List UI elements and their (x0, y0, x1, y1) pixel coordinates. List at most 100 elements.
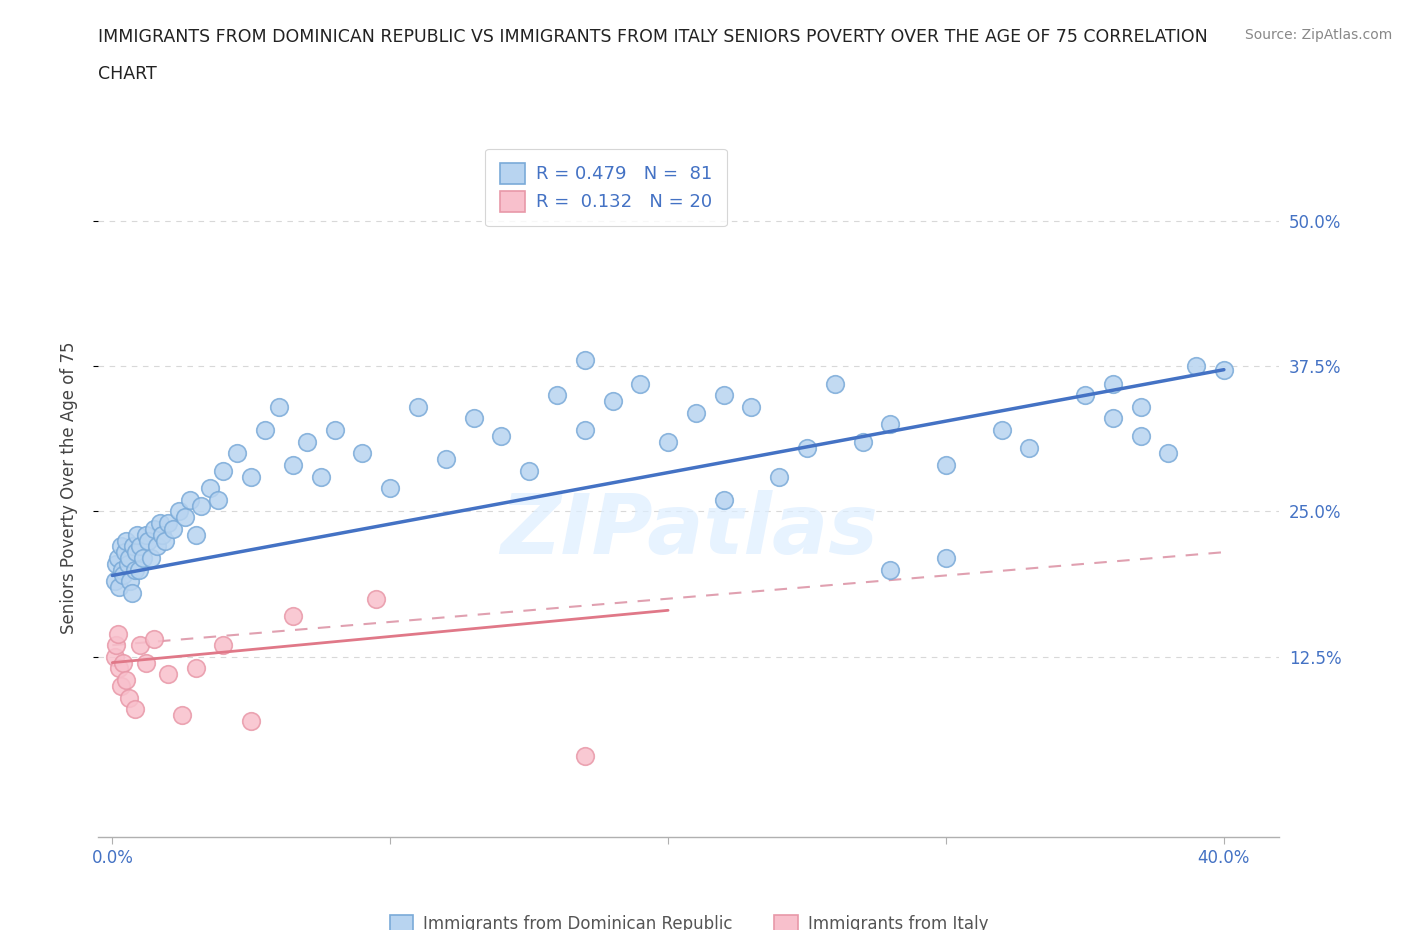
Point (1101, 411, 1123, 426)
Point (685, 405, 707, 420)
Point (148, 515, 170, 530)
Point (935, 458, 957, 472)
Legend: Immigrants from Dominican Republic, Immigrants from Italy: Immigrants from Dominican Republic, Immi… (382, 908, 995, 930)
Text: ZIPatlas: ZIPatlas (501, 489, 877, 571)
Point (128, 562, 150, 577)
Point (146, 539, 169, 554)
Point (135, 527, 157, 542)
Point (852, 434, 875, 449)
Point (463, 411, 485, 426)
Point (135, 656, 157, 671)
Point (124, 702, 146, 717)
Point (107, 551, 129, 565)
Point (132, 551, 155, 565)
Text: Source: ZipAtlas.com: Source: ZipAtlas.com (1244, 28, 1392, 42)
Point (309, 469, 332, 484)
Point (156, 667, 179, 682)
Point (879, 562, 901, 577)
Point (352, 446, 374, 461)
Point (281, 458, 304, 472)
Point (226, 446, 249, 461)
Point (117, 556, 139, 571)
Point (110, 679, 132, 694)
Point (120, 574, 142, 589)
Point (366, 591, 388, 606)
Point (110, 539, 132, 554)
Point (281, 609, 304, 624)
Point (108, 661, 131, 676)
Point (115, 533, 138, 548)
Point (240, 713, 263, 728)
Point (1129, 400, 1152, 415)
Point (574, 353, 596, 368)
Point (170, 708, 193, 723)
Point (179, 493, 201, 508)
Point (1101, 377, 1123, 392)
Text: CHART: CHART (98, 65, 157, 83)
Point (740, 400, 762, 415)
Point (167, 504, 190, 519)
Point (879, 417, 901, 432)
Point (628, 377, 651, 392)
Point (121, 586, 143, 601)
Point (406, 400, 429, 415)
Point (212, 638, 235, 653)
Point (824, 377, 846, 392)
Point (198, 481, 221, 496)
Point (207, 493, 229, 508)
Point (105, 556, 128, 571)
Point (105, 638, 128, 653)
Point (267, 400, 290, 415)
Point (153, 533, 176, 548)
Point (796, 440, 818, 455)
Point (112, 568, 135, 583)
Point (546, 388, 568, 403)
Point (768, 469, 790, 484)
Point (129, 638, 152, 653)
Point (295, 434, 318, 449)
Point (1129, 429, 1152, 444)
Point (517, 463, 540, 478)
Point (114, 545, 136, 560)
Point (190, 498, 212, 513)
Point (574, 422, 596, 438)
Point (107, 626, 129, 641)
Point (112, 656, 135, 671)
Point (125, 545, 148, 560)
Point (491, 429, 513, 444)
Point (713, 388, 735, 403)
Point (240, 469, 263, 484)
Point (122, 539, 145, 554)
Point (162, 522, 184, 537)
Point (118, 551, 141, 565)
Point (1212, 363, 1234, 378)
Point (184, 661, 207, 676)
Point (150, 527, 173, 542)
Point (118, 690, 141, 705)
Point (380, 481, 402, 496)
Point (1185, 359, 1208, 374)
Point (184, 527, 207, 542)
Point (713, 493, 735, 508)
Point (990, 422, 1012, 438)
Point (434, 452, 457, 467)
Point (129, 539, 152, 554)
Point (602, 393, 624, 408)
Point (104, 649, 127, 664)
Point (212, 463, 235, 478)
Point (111, 562, 134, 577)
Y-axis label: Seniors Poverty Over the Age of 75: Seniors Poverty Over the Age of 75 (59, 342, 77, 634)
Point (127, 527, 149, 542)
Point (323, 422, 346, 438)
Point (657, 434, 679, 449)
Point (935, 551, 957, 565)
Point (108, 579, 131, 594)
Point (141, 551, 163, 565)
Point (1018, 440, 1040, 455)
Text: IMMIGRANTS FROM DOMINICAN REPUBLIC VS IMMIGRANTS FROM ITALY SENIORS POVERTY OVER: IMMIGRANTS FROM DOMINICAN REPUBLIC VS IM… (98, 28, 1208, 46)
Point (104, 574, 127, 589)
Point (1074, 388, 1097, 403)
Point (143, 522, 166, 537)
Point (156, 515, 179, 530)
Point (173, 510, 195, 525)
